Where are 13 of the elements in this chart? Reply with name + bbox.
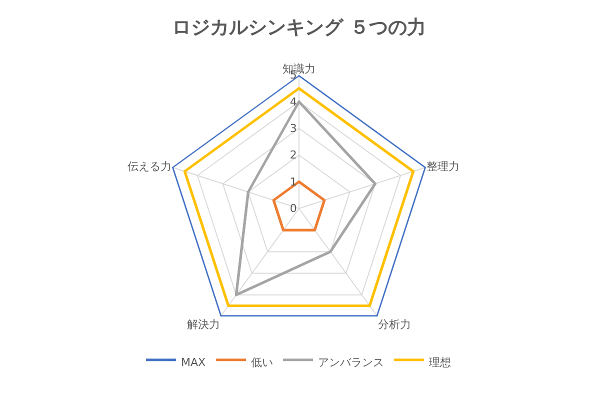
y-tick-label: 2 bbox=[290, 148, 297, 162]
chart-title: ロジカルシンキング ５つの力 bbox=[172, 16, 426, 38]
spoke-label: 分析力 bbox=[378, 318, 411, 332]
legend-label: 理想 bbox=[429, 356, 452, 370]
spoke-label: 伝える力 bbox=[128, 160, 172, 174]
spoke-label: 整理力 bbox=[426, 160, 460, 174]
y-tick-label: 4 bbox=[290, 95, 297, 108]
legend-label: アンバランス bbox=[318, 356, 384, 370]
legend-label: MAX bbox=[181, 356, 206, 370]
y-tick-label: 3 bbox=[290, 122, 297, 135]
legend-label: 低い bbox=[251, 356, 274, 370]
spoke-label: 解決力 bbox=[187, 318, 220, 332]
y-tick-label: 0 bbox=[290, 202, 297, 216]
